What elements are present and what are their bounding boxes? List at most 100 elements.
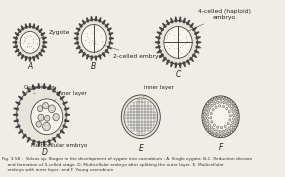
Circle shape (223, 98, 226, 100)
Text: Outer layer: Outer layer (24, 85, 55, 90)
Polygon shape (102, 20, 105, 24)
Polygon shape (33, 140, 35, 145)
Circle shape (232, 127, 235, 129)
Bar (142, 118, 145, 122)
Bar (151, 109, 154, 112)
Bar (142, 106, 145, 109)
Bar (148, 109, 151, 112)
Bar (154, 115, 156, 118)
Bar (148, 115, 151, 118)
Polygon shape (16, 102, 20, 105)
Polygon shape (95, 16, 97, 21)
Polygon shape (105, 50, 109, 53)
Polygon shape (195, 32, 199, 35)
Circle shape (76, 19, 111, 58)
Circle shape (44, 115, 50, 121)
Circle shape (215, 98, 218, 100)
Bar (137, 115, 139, 118)
Circle shape (20, 32, 40, 53)
Bar (137, 102, 139, 106)
Polygon shape (13, 37, 17, 39)
Polygon shape (57, 91, 60, 95)
Polygon shape (48, 85, 50, 90)
Bar (131, 102, 134, 106)
Text: 4-celled (haploid)
embryo: 4-celled (haploid) embryo (188, 9, 251, 31)
Circle shape (231, 102, 233, 105)
Circle shape (231, 107, 233, 110)
Circle shape (48, 105, 55, 113)
Polygon shape (156, 37, 160, 39)
Bar (128, 112, 131, 115)
Polygon shape (102, 53, 105, 57)
Polygon shape (79, 24, 82, 27)
Polygon shape (171, 18, 173, 23)
Polygon shape (27, 87, 30, 92)
Polygon shape (19, 96, 23, 100)
Circle shape (37, 106, 43, 112)
Polygon shape (91, 56, 93, 61)
Circle shape (219, 130, 221, 133)
Circle shape (220, 126, 223, 129)
Bar (148, 106, 151, 109)
Text: B: B (91, 62, 96, 71)
Polygon shape (43, 141, 45, 146)
Bar (139, 131, 142, 134)
Circle shape (15, 25, 45, 59)
Polygon shape (190, 23, 194, 27)
Circle shape (206, 104, 209, 107)
Circle shape (203, 112, 206, 115)
Circle shape (210, 126, 213, 129)
Polygon shape (16, 125, 20, 128)
Circle shape (221, 97, 223, 100)
Bar (145, 125, 148, 128)
Bar (145, 115, 148, 118)
Polygon shape (76, 46, 80, 49)
Polygon shape (87, 55, 89, 59)
Text: Zygote: Zygote (39, 30, 70, 39)
Bar (137, 122, 139, 125)
Circle shape (233, 114, 235, 117)
Polygon shape (13, 114, 18, 116)
Circle shape (232, 104, 235, 107)
Polygon shape (65, 108, 69, 110)
Polygon shape (23, 134, 26, 138)
Polygon shape (25, 24, 27, 28)
Polygon shape (196, 37, 201, 39)
Polygon shape (41, 33, 45, 36)
Bar (145, 118, 148, 122)
Polygon shape (18, 52, 21, 56)
Polygon shape (33, 85, 35, 90)
Bar (139, 125, 142, 128)
Circle shape (211, 121, 213, 123)
Polygon shape (109, 33, 113, 35)
Circle shape (208, 129, 211, 132)
Polygon shape (29, 57, 31, 62)
Polygon shape (82, 20, 86, 24)
Bar (134, 125, 137, 128)
Circle shape (222, 105, 225, 108)
Polygon shape (74, 33, 78, 35)
Circle shape (211, 104, 213, 107)
Bar (142, 115, 145, 118)
Circle shape (203, 115, 205, 118)
Bar (128, 125, 131, 128)
Bar (148, 112, 151, 115)
Circle shape (204, 109, 206, 112)
Circle shape (213, 99, 215, 101)
Circle shape (203, 118, 206, 121)
Circle shape (206, 127, 209, 129)
Circle shape (31, 99, 63, 135)
Bar (142, 125, 145, 128)
Polygon shape (79, 50, 82, 53)
Bar (128, 109, 131, 112)
Polygon shape (175, 17, 177, 22)
Circle shape (213, 102, 216, 105)
Bar (134, 106, 137, 109)
Polygon shape (66, 114, 70, 116)
Polygon shape (18, 29, 21, 32)
Polygon shape (41, 49, 45, 52)
Polygon shape (163, 57, 166, 62)
Polygon shape (196, 46, 201, 48)
Circle shape (235, 109, 237, 112)
Circle shape (206, 117, 209, 119)
